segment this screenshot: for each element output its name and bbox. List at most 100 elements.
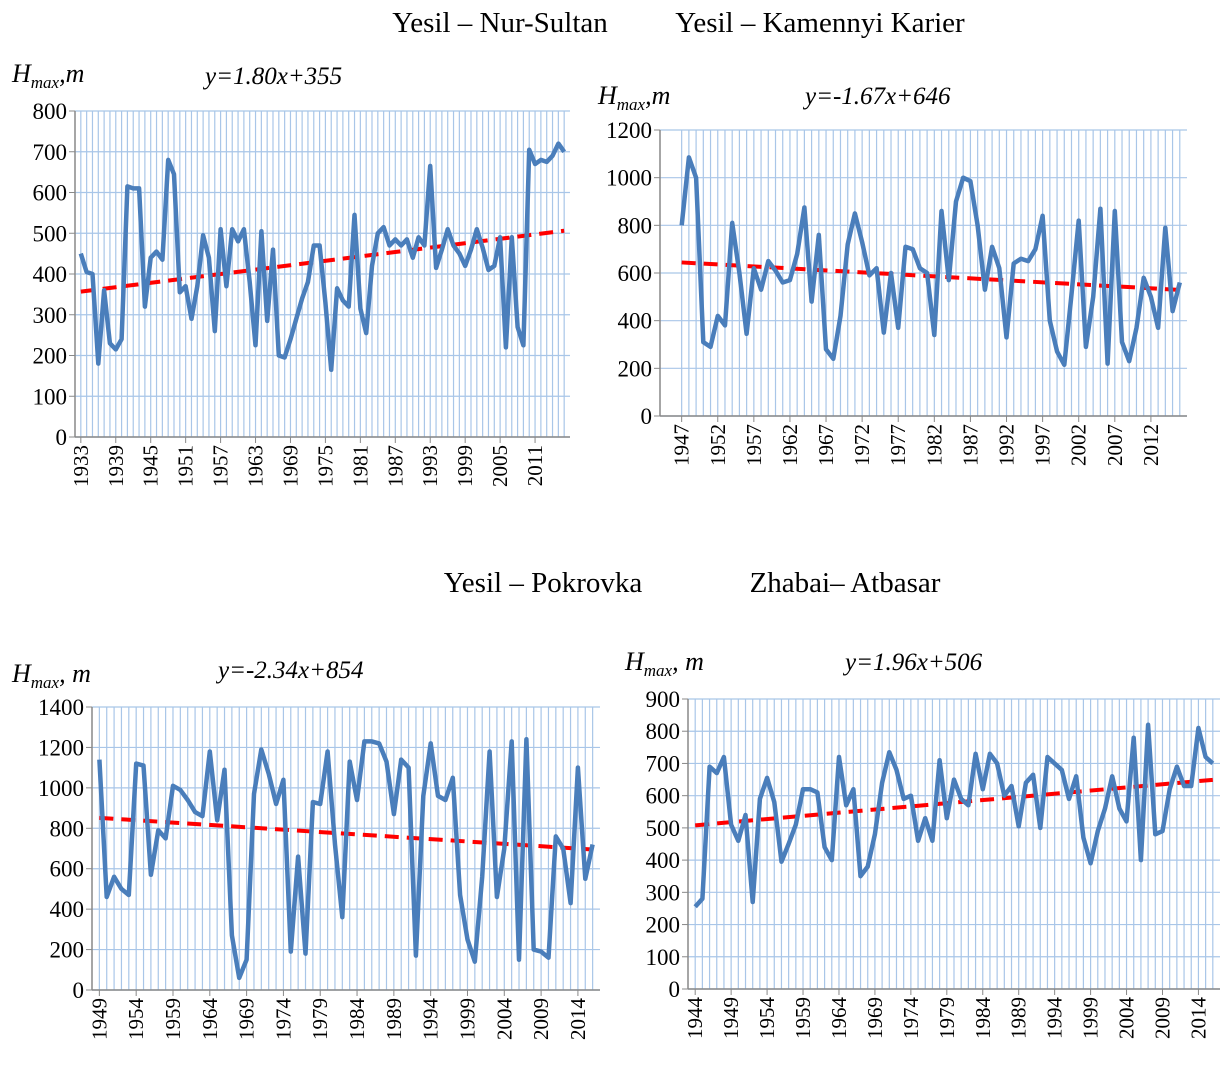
y-label-main: H [11,659,32,688]
x-tick-label: 1974 [899,997,923,1040]
x-tick-label: 1957 [742,424,766,466]
x-tick-label: 1969 [235,998,259,1040]
trend-equation: y=1.80x+355 [202,63,342,90]
x-tick-label: 2005 [488,445,512,487]
x-tick-label: 1945 [139,445,163,487]
x-tick-label: 1949 [719,997,743,1039]
x-tick-label: 1963 [244,445,268,487]
x-tick-label: 1999 [453,445,477,487]
y-axis-label: Hmax, m [11,659,91,692]
y-tick-label: 400 [618,309,653,334]
y-tick-label: 200 [50,938,85,963]
y-tick-label: 600 [50,857,85,882]
y-label-unit: , m [672,647,704,676]
series-line [693,722,1215,909]
chart-title: Yesil – Nur-Sultan [392,7,608,39]
y-tick-label: 600 [33,181,68,206]
x-tick-label: 1974 [271,998,295,1041]
y-tick-label: 100 [33,384,68,409]
y-tick-label: 300 [646,880,681,905]
y-label-unit: , m [59,659,91,688]
x-tick-label: 1949 [87,998,111,1040]
x-tick-label: 1933 [69,445,93,487]
x-tick-label: 1947 [670,424,694,466]
y-tick-label: 800 [33,99,68,124]
y-tick-label: 800 [646,719,681,744]
x-tick-label: 1982 [922,424,946,466]
x-tick-label: 1999 [455,998,479,1040]
y-tick-label: 1200 [38,735,84,760]
y-tick-label: 600 [646,784,681,809]
y-tick-label: 500 [646,816,681,841]
x-tick-label: 1984 [345,998,369,1041]
x-tick-label: 1977 [886,424,910,466]
y-tick-label: 0 [669,977,681,1002]
y-tick-label: 0 [73,978,85,1003]
y-tick-label: 700 [646,751,681,776]
y-tick-label: 100 [646,945,681,970]
trend-equation: y=1.96x+506 [842,649,983,676]
x-tick-label: 1939 [104,445,128,487]
y-tick-label: 500 [33,221,68,246]
x-tick-label: 1944 [683,997,707,1040]
x-tick-label: 1962 [778,424,802,466]
chart-title: Yesil – Pokrovka [444,567,643,599]
x-tick-label: 1952 [706,424,730,466]
y-tick-label: 400 [646,848,681,873]
series-line [679,155,1182,368]
y-label-main: H [11,59,32,88]
chart-title: Zhabai– Atbasar [750,567,941,599]
x-tick-label: 1981 [348,445,372,487]
x-tick-label: 1951 [174,445,198,487]
x-tick-label: 1957 [209,445,233,487]
y-tick-label: 800 [618,213,653,238]
x-tick-label: 2011 [523,445,547,486]
y-tick-label: 200 [33,344,68,369]
x-tick-label: 1964 [198,998,222,1041]
x-tick-label: 1969 [863,997,887,1039]
x-tick-label: 1992 [995,424,1019,466]
x-tick-label: 1954 [755,997,779,1040]
x-tick-label: 2004 [1115,997,1139,1040]
y-tick-label: 700 [33,140,68,165]
x-tick-label: 1964 [827,997,851,1040]
y-tick-label: 0 [641,404,653,429]
y-tick-label: 0 [56,425,68,450]
y-tick-label: 400 [33,262,68,287]
x-tick-label: 1959 [161,998,185,1040]
x-tick-label: 1969 [278,445,302,487]
y-tick-label: 1000 [606,166,652,191]
x-tick-label: 1989 [382,998,406,1040]
x-tick-label: 1994 [1043,997,1067,1040]
y-tick-label: 1200 [606,118,652,143]
x-tick-label: 2012 [1139,424,1163,466]
x-tick-label: 1967 [814,424,838,466]
y-label-sub: max [617,95,646,114]
x-tick-label: 1972 [850,424,874,466]
y-tick-label: 300 [33,303,68,328]
x-tick-label: 1997 [1031,424,1055,466]
x-tick-label: 2009 [529,998,553,1040]
y-tick-label: 1000 [38,776,84,801]
y-tick-label: 200 [646,913,681,938]
trend-line [681,260,1180,292]
y-tick-label: 900 [646,687,681,712]
x-tick-label: 1959 [791,997,815,1039]
chart-title: Yesil – Kamennyi Karier [675,7,965,39]
series-line [97,737,595,981]
y-label-sub: max [31,673,60,692]
x-tick-label: 2004 [492,998,516,1041]
y-label-main: H [624,647,645,676]
x-tick-label: 1989 [1007,997,1031,1039]
x-tick-label: 1954 [124,998,148,1041]
x-tick-label: 2002 [1067,424,1091,466]
x-tick-label: 2014 [1186,997,1210,1040]
y-label-unit: ,m [645,81,670,110]
x-tick-label: 1984 [971,997,995,1040]
trend-equation: y=-1.67x+646 [802,83,951,110]
x-tick-label: 2007 [1103,424,1127,466]
trend-equation: y=-2.34x+854 [215,657,364,684]
x-tick-label: 2009 [1150,997,1174,1039]
x-tick-label: 1993 [418,445,442,487]
